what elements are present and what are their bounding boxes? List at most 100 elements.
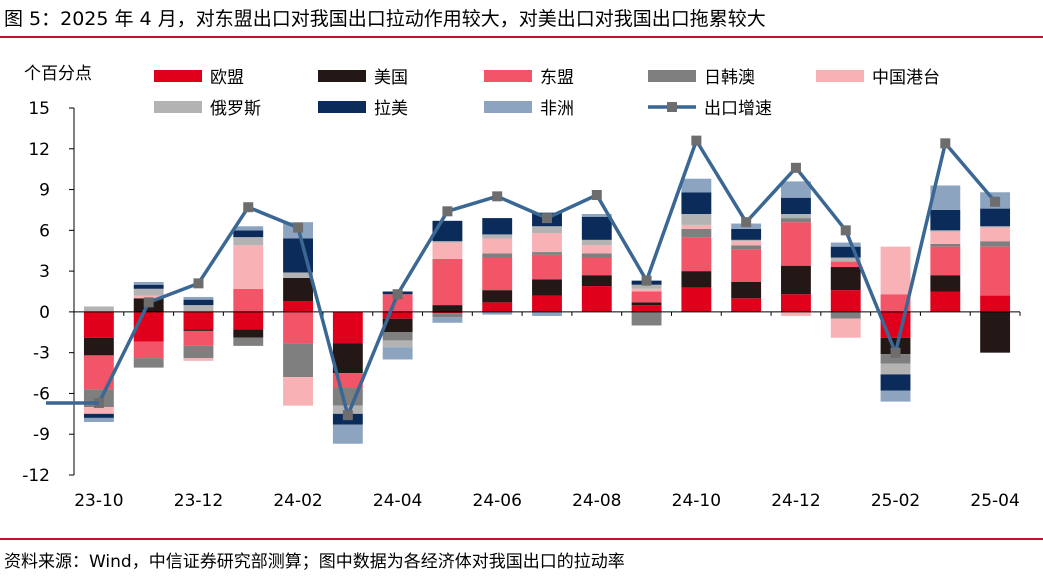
bar-series-2-24-12 bbox=[781, 222, 811, 266]
bar-series-2-24-09 bbox=[631, 291, 662, 303]
bar-series-0-24-01 bbox=[233, 311, 264, 330]
bar-series-6-24-10 bbox=[681, 192, 712, 215]
bar-series-3-24-04 bbox=[382, 332, 413, 341]
bar-series-2-24-11 bbox=[731, 249, 762, 282]
bar-series-3-24-06 bbox=[482, 253, 513, 258]
legend-swatch bbox=[318, 70, 366, 82]
bar-series-1-24-01 bbox=[233, 329, 264, 338]
bar-series-2-24-07 bbox=[532, 254, 562, 280]
bar-series-3-24-11 bbox=[731, 245, 762, 250]
bar-series-5-24-08 bbox=[581, 239, 612, 246]
bar-series-5-24-05 bbox=[432, 241, 463, 243]
bar-series-5-24-01 bbox=[233, 237, 264, 246]
legend-swatch bbox=[484, 70, 532, 82]
bar-series-5-24-02 bbox=[283, 272, 313, 278]
bar-series-0-24-06 bbox=[482, 302, 513, 312]
export-growth-marker-24-06 bbox=[492, 191, 503, 202]
export-growth-marker-24-11 bbox=[741, 217, 752, 228]
bar-series-2-25-01 bbox=[830, 261, 861, 268]
bar-series-0-24-10 bbox=[681, 287, 712, 312]
bar-series-0-24-04 bbox=[382, 311, 413, 319]
bar-series-5-25-04 bbox=[980, 226, 1011, 228]
bar-series-7-25-01 bbox=[830, 242, 861, 247]
legend-label: 东盟 bbox=[540, 68, 574, 88]
bar-series-2-24-08 bbox=[581, 257, 612, 276]
bar-series-7-23-10 bbox=[83, 417, 114, 422]
bar-series-0-25-04 bbox=[980, 295, 1011, 312]
bar-series-4-24-09 bbox=[631, 288, 662, 292]
bar-series-6-25-01 bbox=[830, 246, 861, 258]
legend-swatch bbox=[484, 101, 532, 113]
bar-series-3-24-07 bbox=[532, 252, 562, 255]
bar-series-2-24-04 bbox=[382, 294, 413, 312]
bar-series-0-24-02 bbox=[283, 301, 313, 312]
bar-series-3-25-02 bbox=[880, 354, 911, 364]
bar-series-0-24-12 bbox=[781, 294, 811, 312]
x-tick-label: 25-02 bbox=[871, 491, 920, 511]
export-growth-marker-24-09 bbox=[641, 275, 652, 286]
export-growth-marker-25-01 bbox=[840, 225, 851, 236]
legend-label: 非洲 bbox=[540, 99, 574, 119]
bar-series-4-24-10 bbox=[681, 224, 712, 229]
bar-series-6-25-02 bbox=[880, 374, 911, 391]
bar-series-1-24-03 bbox=[332, 343, 363, 374]
axes-layer: 15 12 9 6 3 0 -3 -6 -9 -12 23-10 23-12 24-02 24-04 24-… bbox=[22, 99, 1021, 511]
bar-series-5-25-03 bbox=[930, 230, 961, 232]
bar-series-6-23-10 bbox=[83, 413, 114, 418]
export-growth-marker-23-12 bbox=[193, 278, 204, 289]
y-tick-label: 12 bbox=[28, 140, 50, 160]
x-tick-label: 25-04 bbox=[970, 491, 1019, 511]
bar-series-4-24-05 bbox=[432, 242, 463, 259]
bar-series-3-25-01 bbox=[830, 311, 861, 319]
bar-series-4-23-11 bbox=[133, 295, 164, 299]
legend-label: 日韩澳 bbox=[704, 68, 755, 88]
y-tick-label: 9 bbox=[39, 181, 50, 201]
bar-series-0-25-01 bbox=[830, 290, 861, 312]
bar-series-6-24-11 bbox=[731, 228, 762, 240]
legend-swatch bbox=[318, 101, 366, 113]
export-growth-marker-24-02 bbox=[293, 222, 304, 233]
bar-series-3-23-12 bbox=[183, 345, 214, 359]
bar-series-3-24-10 bbox=[681, 228, 712, 238]
bar-series-1-24-07 bbox=[532, 279, 562, 296]
bar-series-4-24-01 bbox=[233, 245, 264, 289]
source-rule bbox=[0, 538, 1043, 540]
bar-series-1-24-04 bbox=[382, 318, 413, 333]
unit-label: 个百分点 bbox=[24, 64, 92, 84]
bar-series-1-25-03 bbox=[930, 275, 961, 292]
bar-series-5-24-09 bbox=[631, 284, 662, 289]
bar-series-4-25-03 bbox=[930, 231, 961, 244]
bar-series-0-24-08 bbox=[581, 286, 612, 312]
bar-series-6-23-12 bbox=[183, 299, 214, 306]
bar-series-6-24-08 bbox=[581, 216, 612, 240]
bar-series-4-24-02 bbox=[283, 377, 313, 406]
bar-series-1-23-10 bbox=[83, 337, 114, 356]
export-growth-marker-24-07 bbox=[542, 213, 552, 224]
export-growth-marker-25-02 bbox=[890, 347, 901, 358]
bar-series-7-24-08 bbox=[581, 214, 612, 217]
export-growth-marker-24-12 bbox=[790, 162, 801, 173]
bar-series-1-24-06 bbox=[482, 290, 513, 303]
bar-series-5-23-10 bbox=[83, 306, 114, 312]
bar-series-7-25-02 bbox=[880, 390, 911, 402]
bar-series-1-24-02 bbox=[283, 277, 313, 302]
legend-swatch bbox=[154, 101, 202, 113]
bar-series-5-25-02 bbox=[880, 363, 911, 375]
bar-series-6-25-04 bbox=[980, 208, 1011, 227]
legend-swatch bbox=[648, 70, 696, 82]
bar-series-7-24-01 bbox=[233, 226, 264, 231]
x-tick-label: 24-10 bbox=[672, 491, 721, 511]
bar-series-2-24-06 bbox=[482, 257, 513, 291]
bar-series-7-24-10 bbox=[681, 178, 712, 193]
bar-series-7-24-12 bbox=[781, 181, 811, 198]
bar-series-0-25-03 bbox=[930, 291, 961, 312]
bar-series-1-23-12 bbox=[183, 329, 214, 331]
bar-series-4-24-12 bbox=[781, 311, 811, 316]
bar-series-3-23-11 bbox=[133, 358, 164, 368]
legend-label: 出口增速 bbox=[704, 99, 772, 119]
bar-series-7-24-03 bbox=[332, 424, 363, 444]
bar-series-1-24-11 bbox=[731, 281, 762, 299]
bar-series-2-25-02 bbox=[880, 294, 911, 312]
